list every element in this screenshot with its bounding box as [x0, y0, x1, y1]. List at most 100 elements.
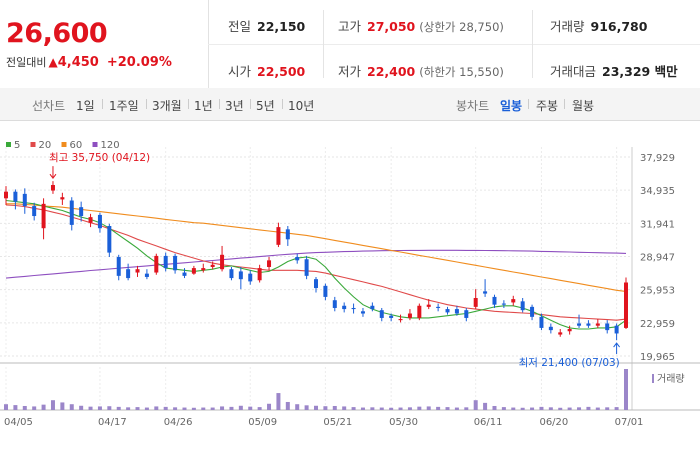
- volume-bar: [398, 407, 403, 410]
- candle: [624, 277, 628, 330]
- candle: [398, 314, 403, 323]
- volume-label: 거래량: [657, 373, 685, 385]
- y-tick-label: 19,965: [640, 352, 675, 363]
- x-tick-label: 06/20: [539, 417, 568, 428]
- candle: [191, 265, 196, 275]
- period-1y[interactable]: 1년: [194, 99, 213, 113]
- volume-bar: [586, 406, 591, 410]
- period-10y[interactable]: 10년: [288, 99, 315, 113]
- candle-daily[interactable]: 일봉: [500, 99, 523, 113]
- stat-label: 저가: [338, 64, 362, 79]
- current-price: 26,600: [6, 18, 108, 49]
- candle-body: [116, 257, 121, 276]
- current-price-box: 26,600 전일대비 ▲4,450 +20.09%: [0, 0, 209, 88]
- candle-body: [191, 268, 196, 274]
- candle: [267, 257, 272, 271]
- candle-body: [295, 257, 300, 261]
- y-axis: 37,929 34,935 31,941 28,947 25,953 22,959 19,9…: [640, 153, 675, 363]
- volume-bar: [276, 393, 281, 410]
- volume-bar: [126, 407, 131, 410]
- x-axis: 04/05 04/17 04/26 05/09 05/21 05/30 06/11 06/20…: [4, 417, 643, 428]
- candle-body: [407, 313, 412, 318]
- candle: [229, 266, 234, 281]
- period-divider: [188, 99, 189, 109]
- candle-body: [454, 309, 459, 314]
- stat-value: 27,050: [367, 19, 416, 34]
- candle-body: [126, 269, 131, 279]
- candle-body: [511, 299, 516, 303]
- candle-body: [501, 303, 506, 305]
- candle: [558, 329, 563, 337]
- volume-bar: [351, 407, 356, 410]
- candle-body: [238, 271, 243, 280]
- period-3m[interactable]: 3개월: [152, 99, 182, 113]
- period-1d[interactable]: 1일: [76, 99, 95, 113]
- candle: [69, 197, 74, 231]
- candle-body: [614, 325, 619, 334]
- period-divider: [102, 99, 103, 109]
- candle-body: [41, 203, 46, 229]
- candle: [276, 222, 281, 248]
- period-5y[interactable]: 5년: [256, 99, 275, 113]
- candle-body: [135, 269, 140, 273]
- candle: [436, 303, 441, 312]
- candle: [539, 313, 544, 331]
- candle-body: [173, 255, 178, 271]
- stat-value: 22,400: [367, 64, 416, 79]
- stat-value: 22,150: [257, 19, 306, 34]
- candle-body: [267, 260, 272, 267]
- candle: [116, 254, 121, 281]
- legend-label-20: 20: [39, 140, 52, 151]
- volume-bar: [567, 407, 572, 410]
- volume-bar: [267, 403, 272, 410]
- period-3y[interactable]: 3년: [225, 99, 244, 113]
- volume-bar: [464, 407, 469, 410]
- volume-bar: [370, 407, 375, 410]
- candle-weekly[interactable]: 주봉: [536, 99, 559, 113]
- volume-bar: [50, 400, 55, 410]
- chart-grid: [0, 147, 700, 411]
- candle-body: [229, 269, 234, 279]
- volume-bar: [116, 406, 121, 410]
- candle: [97, 212, 102, 233]
- candle-body: [539, 316, 544, 328]
- candle-body: [530, 306, 535, 317]
- candle-body: [276, 227, 281, 245]
- volume-bar: [483, 402, 488, 410]
- volume-bar: [69, 404, 74, 410]
- period-divider: [219, 99, 220, 109]
- legend-swatch-60: [61, 142, 67, 147]
- line-chart-title: 선차트: [32, 99, 66, 113]
- candle-body: [97, 214, 102, 229]
- candle: [332, 296, 337, 312]
- candle-body: [323, 285, 328, 297]
- volume-bar: [577, 407, 582, 410]
- candle: [295, 253, 300, 264]
- candle-body: [398, 319, 403, 321]
- stat-label: 거래량: [550, 19, 585, 34]
- candle-body: [182, 272, 187, 276]
- candle-body: [426, 304, 431, 307]
- candle-body: [360, 311, 365, 314]
- candle: [163, 252, 168, 272]
- candle: [511, 295, 516, 306]
- low-arrow-icon: [613, 342, 621, 348]
- legend-label-5: 5: [14, 140, 20, 151]
- change-amount: 4,450: [57, 55, 99, 70]
- candle-body: [60, 197, 65, 200]
- candle-monthly[interactable]: 월봉: [572, 99, 595, 113]
- stat-value: 23,329 백만: [602, 64, 678, 79]
- legend-label-60: 60: [70, 140, 83, 151]
- x-tick-label: 05/30: [389, 417, 418, 428]
- volume-bar: [314, 405, 318, 410]
- stats-divider: [532, 10, 533, 78]
- volume-bar: [511, 407, 516, 410]
- volume-bar: [41, 404, 46, 410]
- candle: [473, 289, 478, 310]
- candle: [417, 303, 422, 321]
- stat-high: 고가 27,050 (상한가 28,750): [338, 16, 504, 35]
- candle-body: [492, 296, 497, 305]
- volume-bar: [389, 407, 394, 410]
- period-1w[interactable]: 1주일: [109, 99, 139, 113]
- volume-bar: [13, 405, 18, 410]
